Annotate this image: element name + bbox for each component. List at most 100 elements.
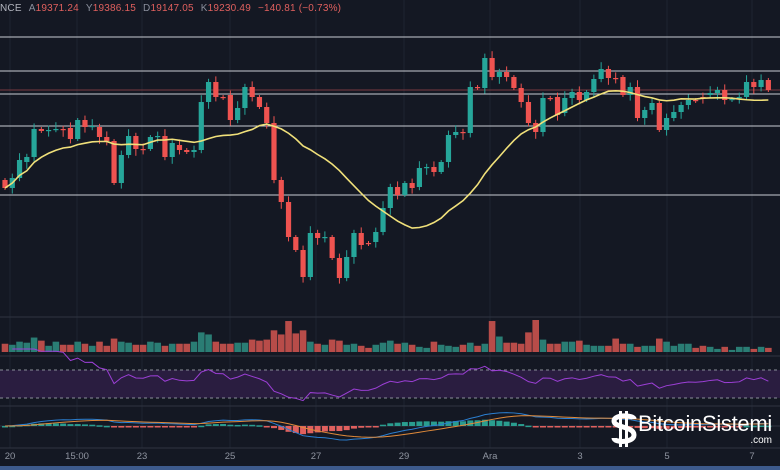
bitcoin-dollar-icon [611, 411, 637, 447]
open-value: 19371.24 [35, 3, 79, 14]
candle-body [387, 187, 393, 208]
candle-body [678, 105, 684, 112]
candle-body [220, 97, 226, 99]
candle-body [140, 149, 146, 151]
candle-body [613, 78, 619, 80]
candle-body [329, 237, 335, 258]
candle-body [104, 137, 110, 141]
candle-body [474, 87, 481, 89]
macd-histogram-bar [736, 426, 743, 428]
watermark-logo: BitcoinSistemi .com [610, 411, 772, 447]
macd-histogram-bar [714, 426, 721, 428]
volume-bar [307, 341, 314, 352]
candle-body [278, 180, 284, 202]
macd-pane [0, 412, 780, 441]
candle-body [336, 258, 343, 278]
candle-body [504, 72, 510, 77]
macd-histogram-bar [183, 426, 190, 428]
volume-bar [52, 341, 60, 352]
volume-bar [503, 342, 510, 352]
volume-bar [743, 346, 750, 352]
macd-histogram-bar [372, 426, 379, 428]
ohlc-header: NCE A19371.24 Y19386.15 D19147.05 K19230… [0, 3, 341, 14]
macd-histogram-bar [452, 421, 459, 426]
volume-bar [714, 348, 721, 352]
macd-histogram-bar [707, 426, 714, 428]
macd-histogram-bar [270, 426, 277, 429]
macd-histogram-bar [52, 423, 59, 426]
high-value: 19386.15 [92, 3, 137, 14]
candle-body [293, 237, 299, 250]
candle-body [482, 58, 488, 88]
watermark-text: BitcoinSistemi .com [638, 412, 772, 446]
candle-body [184, 150, 190, 152]
volume-bar [147, 341, 154, 352]
low-value: 19147.05 [150, 3, 194, 14]
candle-body [53, 129, 59, 131]
candle-body [525, 102, 532, 123]
candle-body [176, 145, 183, 150]
candle-body [111, 141, 117, 183]
volume-bar [241, 342, 249, 352]
candle-body [82, 120, 88, 127]
x-tick: 25 [224, 451, 236, 462]
x-tick: 20 [4, 451, 16, 462]
candle-body [191, 150, 197, 152]
macd-histogram-bar [125, 426, 132, 428]
volume-bar [154, 342, 161, 352]
volume-bar [30, 337, 38, 352]
macd-histogram-bar [627, 426, 634, 428]
macd-histogram-bar [401, 422, 408, 426]
volume-bar [8, 344, 16, 352]
volume-bar [626, 343, 634, 352]
macd-histogram-bar [321, 426, 328, 432]
macd-histogram-bar [96, 425, 103, 427]
volume-pane [1, 320, 772, 352]
candle-body [75, 120, 81, 139]
volume-bar [365, 347, 372, 352]
candle-body [438, 162, 444, 172]
volume-bar [336, 340, 343, 352]
macd-histogram-bar [45, 423, 52, 426]
volume-bar [16, 341, 23, 352]
volume-bar [270, 330, 278, 352]
volume-bar [328, 339, 336, 352]
volume-bar [437, 344, 445, 352]
macd-histogram-bar [416, 421, 423, 426]
candle-body [213, 82, 219, 97]
volume-bar [248, 339, 256, 352]
candle-body [416, 168, 422, 187]
macd-histogram-bar [212, 424, 219, 426]
open-label: A [28, 3, 36, 14]
volume-bar [139, 344, 147, 352]
volume-bar [387, 340, 394, 352]
macd-histogram-bar [583, 426, 590, 428]
macd-histogram-bar [474, 420, 481, 426]
volume-bar [277, 334, 285, 352]
candle-body [227, 95, 233, 120]
macd-histogram-bar [729, 426, 735, 428]
macd-histogram-bar [569, 426, 576, 428]
candle-body [693, 100, 699, 102]
macd-histogram-bar [263, 426, 270, 428]
candle-body [562, 98, 568, 113]
candle-body [714, 90, 721, 93]
macd-histogram-bar [285, 426, 292, 432]
symbol-label: NCE [0, 3, 22, 14]
macd-histogram-bar [74, 424, 81, 426]
candle-body [155, 136, 161, 138]
volume-bar [721, 346, 729, 352]
close-value: 19230.49 [207, 3, 251, 14]
candle-body [569, 92, 575, 98]
volume-bar [648, 345, 656, 352]
moving-average [4, 89, 769, 229]
macd-histogram-bar [147, 426, 154, 428]
macd-histogram-bar [394, 422, 401, 426]
volume-bar [263, 339, 271, 352]
candle-body [620, 77, 626, 95]
macd-histogram-bar [387, 423, 394, 426]
candle-body [576, 92, 582, 100]
candle-body [489, 58, 495, 77]
macd-histogram-bar [430, 421, 437, 426]
